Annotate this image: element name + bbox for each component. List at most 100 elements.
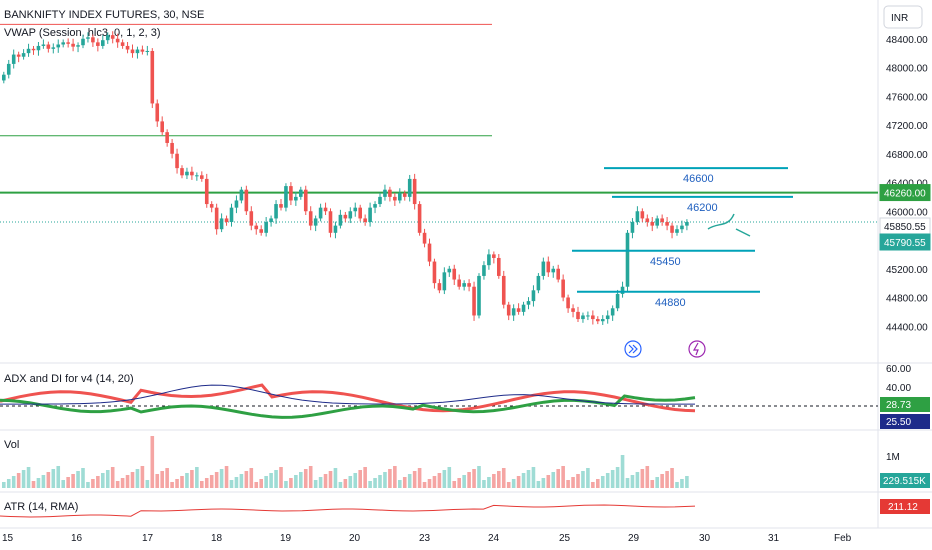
candle-body (576, 311, 580, 320)
candle-body (412, 178, 417, 205)
candle-body (383, 189, 387, 197)
drawn-level-label: 46200 (687, 202, 718, 214)
candle-body (170, 142, 174, 154)
candle-body (586, 315, 590, 317)
candle-body (447, 268, 452, 273)
projection-path (707, 213, 751, 237)
price-badge-label: 46260.00 (884, 189, 926, 200)
volume-bar (650, 480, 655, 488)
time-tick-label: Feb (834, 533, 852, 544)
volume-bar (526, 470, 531, 488)
candle-body (229, 207, 234, 223)
adx-pane-title: ADX and DI for v4 (14, 20) (4, 373, 134, 385)
volume-bar (546, 475, 551, 488)
volume-bar (229, 480, 234, 488)
atr-line (0, 504, 696, 518)
candle-body (219, 218, 224, 230)
candle-body (165, 132, 169, 143)
volume-bar (175, 479, 179, 488)
volume-bar (115, 481, 120, 488)
adx-badge-label: 28.73 (886, 400, 911, 411)
currency-button[interactable] (883, 5, 923, 29)
atr-badge-label: 211.12 (888, 502, 918, 513)
volume-bar (442, 470, 447, 488)
candle-body (46, 44, 51, 49)
candle-body (110, 35, 115, 39)
volume-bar (11, 476, 16, 488)
volume-bar (531, 467, 536, 488)
volume-bar (279, 467, 283, 488)
volume-bar (596, 479, 600, 488)
time-tick-label: 24 (488, 533, 500, 544)
candle-body (36, 45, 41, 51)
candle-body (442, 272, 447, 291)
volume-bar (600, 476, 605, 488)
volume-bar (160, 471, 164, 488)
volume-bar (120, 478, 125, 488)
volume-bar (46, 472, 51, 488)
candle-body (333, 225, 338, 233)
candle-body (323, 207, 328, 212)
volume-bar (541, 478, 546, 488)
volume-bar (516, 476, 521, 488)
candle-body (422, 232, 427, 244)
volume-bar (234, 477, 239, 488)
volume-bar (501, 468, 506, 488)
candle-body (655, 218, 659, 226)
volume-bar (91, 479, 95, 488)
volume-bar (303, 469, 308, 488)
candle-body (615, 293, 620, 309)
volume-bar (497, 471, 501, 488)
volume-bar (101, 473, 105, 488)
candle-body (160, 121, 164, 133)
candle-body (76, 45, 80, 47)
volume-bar (635, 472, 640, 488)
candle-body (675, 229, 679, 233)
volume-bar (566, 480, 570, 488)
volume-bar (492, 474, 496, 488)
candle-body (368, 207, 372, 223)
volume-bar (249, 468, 254, 488)
atr-pane: 211.12 (0, 499, 930, 518)
candle-body (56, 44, 61, 48)
time-tick-label: 23 (419, 533, 431, 544)
candle-body (630, 222, 635, 233)
candle-body (120, 42, 125, 46)
candle-body (531, 290, 536, 302)
candle-body (620, 286, 625, 294)
candle-body (600, 319, 605, 322)
volume-bar (610, 470, 615, 488)
forward-circle-icon[interactable] (624, 340, 642, 358)
volume-bar (41, 475, 46, 488)
candle-body (511, 308, 516, 316)
lightning-circle-icon[interactable] (688, 340, 706, 358)
volume-bar (447, 467, 452, 488)
volume-bar (402, 477, 407, 488)
candle-body (289, 186, 293, 201)
candle-body (610, 308, 615, 316)
volume-bar (620, 455, 625, 488)
volume-bar (31, 481, 36, 488)
candle-body (249, 211, 254, 226)
candle-body (234, 200, 239, 208)
candle-body (358, 207, 362, 219)
volume-bar (289, 478, 293, 488)
candle-body (417, 204, 422, 233)
time-axis[interactable]: 15 16 17 18 19 20 23 24 25 29 30 31 Feb (2, 533, 852, 544)
candle-body (472, 286, 476, 316)
time-tick-label: 15 (2, 533, 14, 544)
volume-bar (96, 476, 100, 488)
candle-body (125, 45, 130, 50)
volume-bar (209, 475, 214, 488)
di-plus-line (0, 394, 696, 419)
candle-body (308, 211, 313, 226)
candle-body (130, 49, 135, 54)
volume-bar (76, 471, 80, 488)
candle-body (51, 47, 56, 49)
time-tick-label: 18 (211, 533, 223, 544)
candle-body (26, 48, 31, 54)
candle-body (467, 283, 471, 287)
price-axis[interactable]: 44400.0044800.0045200.0045600.0046000.00… (886, 35, 928, 334)
candle-body (437, 283, 442, 291)
